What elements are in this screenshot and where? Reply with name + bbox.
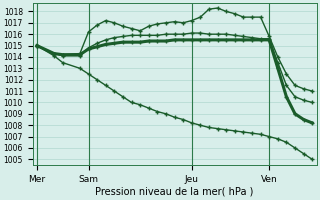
X-axis label: Pression niveau de la mer( hPa ): Pression niveau de la mer( hPa )	[95, 187, 254, 197]
